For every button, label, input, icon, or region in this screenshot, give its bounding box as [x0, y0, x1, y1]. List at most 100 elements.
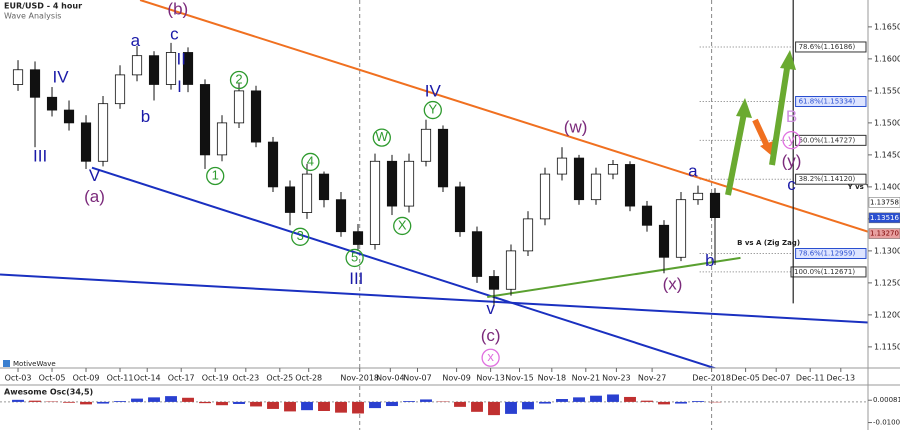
x-tick-label: Oct-23 — [232, 374, 259, 383]
osc-bar — [505, 401, 517, 414]
arrows — [725, 50, 796, 196]
osc-bar — [658, 401, 670, 405]
price-label: 1.13758 — [870, 198, 899, 206]
x-tick-label: Dec-13 — [827, 374, 856, 383]
subtitle: Wave Analysis — [4, 12, 61, 21]
fib-label: 78.6%(1.12959) — [799, 250, 856, 258]
note: Y vs W — [847, 183, 875, 191]
osc-bar — [624, 396, 636, 402]
x-tick-label: Dec-11 — [796, 374, 825, 383]
wave-label: II — [176, 50, 185, 69]
y-tick-label: 1.1200 — [874, 310, 900, 319]
wave-label: III — [33, 146, 47, 165]
wave-label: IV — [425, 82, 442, 101]
candle-body — [386, 160, 398, 207]
candle-body — [556, 157, 568, 175]
candle-body — [199, 84, 211, 156]
arrow-head — [780, 50, 796, 70]
wave-label: c — [787, 175, 796, 194]
candle-body — [573, 157, 585, 201]
osc-bar — [250, 401, 262, 407]
fib-label: 100.0%(1.12671) — [794, 268, 855, 276]
brand-icon — [3, 360, 10, 367]
candle-body — [80, 122, 92, 162]
candle-body — [29, 69, 41, 98]
wave-label: V — [89, 166, 101, 185]
candle-body — [233, 90, 245, 124]
fib-box — [795, 134, 867, 146]
candle-body — [692, 192, 704, 201]
osc-bar — [556, 399, 568, 402]
price-plot: 78.6%(1.16186) 61.8%(1.15334) 50.0%(1.1472… — [0, 0, 875, 368]
wave-circle — [345, 248, 364, 268]
trend-line — [91, 166, 718, 368]
arrow — [769, 61, 791, 166]
candle-body — [267, 141, 279, 188]
wave-label: (w) — [564, 117, 588, 136]
osc-title: Awesome Osc(34,5) — [4, 388, 93, 397]
wave-label: 1 — [212, 167, 219, 182]
wave-label: a — [688, 162, 698, 181]
osc-bar — [267, 401, 279, 409]
osc-bar — [182, 397, 194, 402]
candle-body — [284, 186, 296, 213]
y-tick-label: 1.1650 — [874, 22, 900, 31]
note: B vs A (Zig Zag) — [737, 239, 800, 247]
arrow-head — [736, 98, 752, 118]
candle-body — [216, 122, 228, 156]
wave-circle — [782, 131, 801, 150]
price-box — [868, 212, 900, 224]
osc-bar — [692, 401, 704, 402]
x-tick-label: Oct-14 — [134, 374, 161, 383]
x-tick-label: Oct-25 — [266, 374, 293, 383]
candle-body — [624, 164, 636, 207]
osc-bar — [420, 399, 432, 402]
osc-bar — [454, 401, 466, 407]
x-tick-label: Nov-23 — [602, 374, 630, 383]
osc-bar — [403, 401, 415, 402]
x-tick-label: Nov-07 — [403, 374, 431, 383]
osc-bar — [539, 401, 551, 404]
x-tick-label: Oct-11 — [107, 374, 134, 383]
fib-box — [795, 248, 867, 260]
osc-bar — [80, 401, 92, 405]
wave-label: X — [398, 217, 407, 232]
wave-circle — [291, 227, 310, 246]
candle-body — [709, 192, 721, 218]
osc-bar — [318, 401, 330, 411]
wave-label: 2 — [235, 71, 242, 86]
osc-tick-label: -0.01000 — [873, 419, 900, 427]
osc-bar — [352, 401, 364, 414]
wave-label: (y) — [782, 151, 802, 170]
osc-bar — [335, 401, 347, 413]
y-tick-label: 1.1500 — [874, 118, 900, 127]
candle-body — [505, 250, 517, 290]
osc-bar — [29, 400, 41, 402]
candle-body — [46, 96, 58, 111]
x-tick-label: Dec-2018 — [692, 374, 731, 383]
osc-tick-label: 0.00081 — [873, 396, 900, 404]
arrow — [752, 118, 771, 150]
fib-label: 50.0%(1.14727) — [799, 136, 856, 144]
osc-bar — [607, 394, 619, 402]
osc-bar — [131, 398, 143, 402]
wave-label: (b) — [167, 0, 188, 19]
osc-bar — [641, 400, 653, 402]
x-tick-label: Nov-15 — [505, 374, 533, 383]
wave-circle — [372, 128, 391, 147]
osc-bar — [199, 401, 211, 404]
osc-bar — [148, 397, 160, 402]
y-tick-label: 1.1400 — [874, 182, 900, 191]
wave-label: III — [349, 269, 363, 288]
wave-circle — [481, 348, 500, 367]
osc-bar — [63, 401, 75, 403]
x-tick-label: Oct-19 — [202, 374, 229, 383]
fib-box — [795, 41, 867, 53]
wave-circle — [423, 100, 442, 120]
wave-label: y — [788, 132, 795, 147]
candle-body — [182, 52, 194, 85]
osc-bar — [165, 396, 177, 402]
osc-bar — [114, 401, 126, 402]
candle-body — [471, 231, 483, 277]
